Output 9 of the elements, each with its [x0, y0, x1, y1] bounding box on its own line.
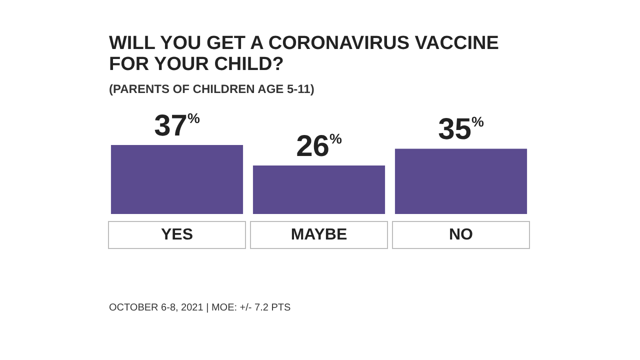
chart-title: WILL YOU GET A CORONAVIRUS VACCINE FOR YOUR CHILD?: [109, 33, 504, 75]
data-label: 35%: [438, 113, 484, 146]
text: OCTOBER 6-8, 2021 | MOE: +/- 7.2 PTS: [109, 302, 291, 314]
data-label: 26%: [296, 130, 342, 164]
chart-subtitle: (PARENTS OF CHILDREN AGE 5-11): [109, 82, 314, 96]
x-tick-label: YES: [160, 226, 194, 244]
x-tick-label: NO: [449, 226, 473, 244]
data-label: 37%: [154, 110, 200, 142]
x-tick-label: MAYBE: [290, 226, 348, 244]
